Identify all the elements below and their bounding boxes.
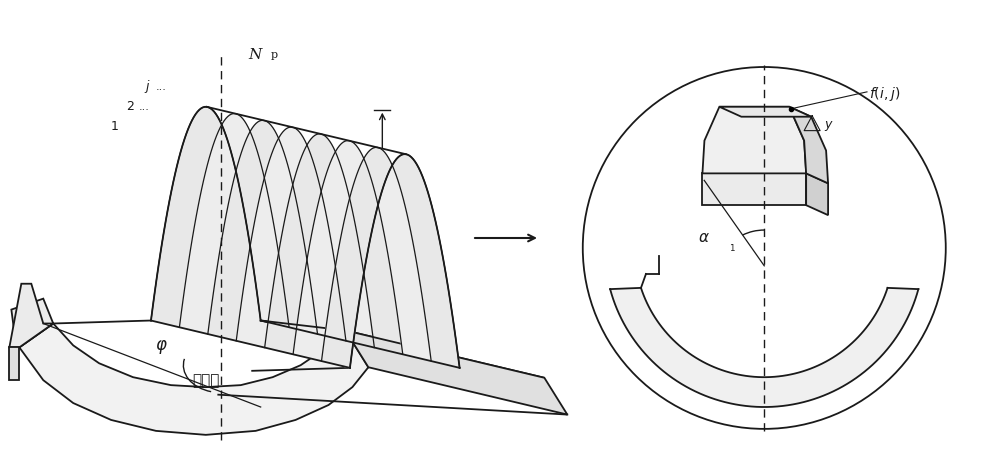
Polygon shape: [179, 114, 318, 334]
Text: $d$(y): $d$(y): [392, 203, 423, 222]
Text: $_1$: $_1$: [729, 241, 736, 255]
Polygon shape: [345, 330, 567, 415]
Polygon shape: [293, 140, 431, 361]
Text: 接触线: 接触线: [192, 373, 220, 387]
Text: $1$: $1$: [110, 120, 119, 133]
Text: ...: ...: [156, 82, 167, 92]
Polygon shape: [19, 324, 368, 435]
Text: $j$: $j$: [144, 79, 151, 95]
Polygon shape: [702, 173, 806, 205]
Polygon shape: [789, 107, 828, 183]
Polygon shape: [719, 107, 811, 117]
Polygon shape: [236, 127, 374, 347]
Polygon shape: [265, 134, 403, 354]
Text: $f(i,j)$: $f(i,j)$: [869, 85, 900, 103]
Polygon shape: [806, 173, 828, 215]
Polygon shape: [610, 288, 918, 407]
Text: $y$: $y$: [824, 119, 834, 133]
Text: N: N: [249, 48, 262, 62]
Polygon shape: [151, 107, 289, 327]
Polygon shape: [261, 320, 544, 378]
Text: p: p: [271, 50, 278, 60]
Polygon shape: [321, 148, 460, 368]
Polygon shape: [9, 284, 53, 347]
Text: $\varphi$: $\varphi$: [155, 338, 167, 357]
Polygon shape: [208, 120, 346, 341]
Text: $\alpha$: $\alpha$: [698, 231, 709, 245]
Polygon shape: [11, 298, 53, 347]
Polygon shape: [702, 107, 806, 173]
Text: $2$: $2$: [126, 100, 135, 113]
Polygon shape: [9, 347, 19, 380]
Text: ...: ...: [139, 102, 150, 112]
